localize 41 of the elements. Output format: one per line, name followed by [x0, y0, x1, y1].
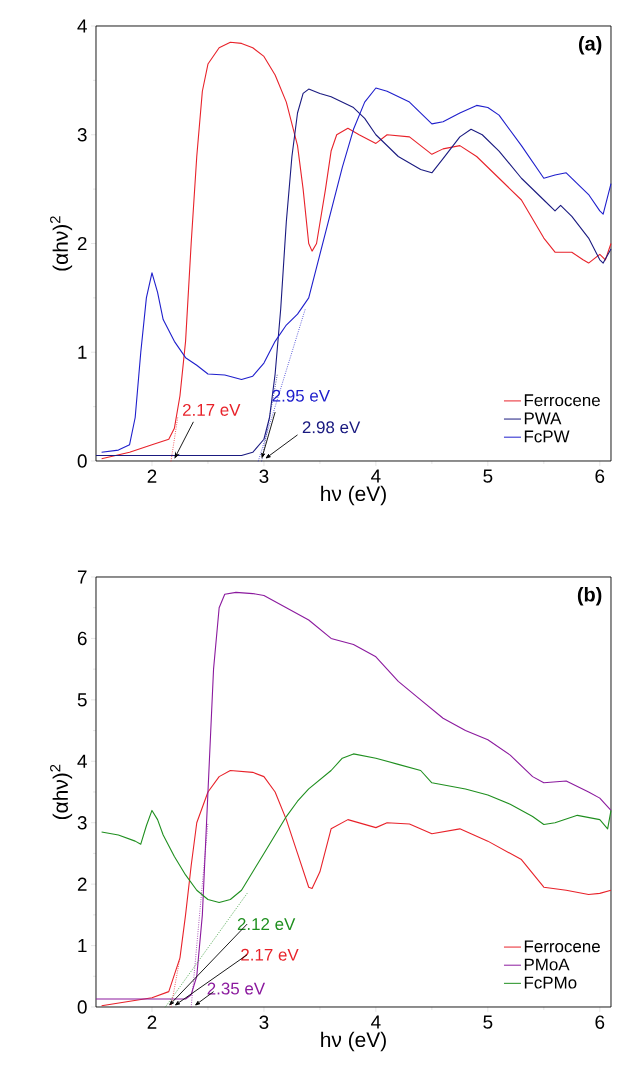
x-tick-label: 3 — [259, 1015, 269, 1029]
y-tick-label: 2 — [77, 236, 87, 251]
legend-label: Ferrocene — [524, 394, 600, 407]
x-tick-label: 2 — [147, 1015, 157, 1029]
y-tick-label: 3 — [77, 816, 87, 830]
x-tick-label: 6 — [595, 1015, 605, 1029]
x-tick-label: 3 — [259, 469, 269, 483]
y-axis-title: (αhν)$^{2}$ — [50, 216, 73, 271]
annotation: 2.17 eV — [241, 948, 299, 961]
annotation: 2.98 eV — [302, 421, 361, 434]
y-tick-label: 6 — [77, 631, 87, 646]
y-tick-label: 0 — [77, 454, 87, 468]
x-tick-label: 4 — [371, 1015, 381, 1029]
annotation: (b) — [577, 586, 602, 606]
y-tick-label: 2 — [77, 877, 87, 891]
x-axis-title: hν (eV) — [321, 485, 386, 506]
x-axis-title: hν (eV) — [321, 1031, 386, 1052]
x-tick-label: 4 — [371, 469, 381, 483]
line-series — [101, 769, 612, 1007]
annotation: 2.35 eV — [207, 982, 266, 995]
annotation: 2.12 eV — [237, 918, 296, 931]
y-tick-label: 0 — [77, 1000, 87, 1014]
annotation: (a) — [578, 36, 602, 55]
y-axis-title: (αhν)$^{2}$ — [50, 764, 73, 820]
y-tick-label: 7 — [77, 570, 87, 584]
y-tick-label: 3 — [77, 128, 87, 142]
y-tick-label: 1 — [78, 939, 87, 953]
x-tick-label: 2 — [147, 469, 157, 483]
y-tick-label: 1 — [78, 345, 87, 359]
legend-label: FcPMo — [524, 976, 577, 989]
annotation: 2.17 eV — [182, 403, 241, 416]
x-tick-label: 5 — [483, 1015, 493, 1029]
legend-label: Ferrocene — [524, 940, 600, 953]
x-tick-label: 5 — [483, 469, 493, 483]
x-tick-label: 6 — [595, 469, 605, 483]
legend-label: FcPW — [524, 430, 570, 443]
y-tick-label: 4 — [77, 754, 87, 768]
legend-label: PMoA — [524, 958, 570, 971]
y-tick-label: 4 — [77, 19, 87, 33]
y-tick-label: 5 — [77, 693, 87, 707]
legend-label: PWA — [524, 412, 562, 425]
